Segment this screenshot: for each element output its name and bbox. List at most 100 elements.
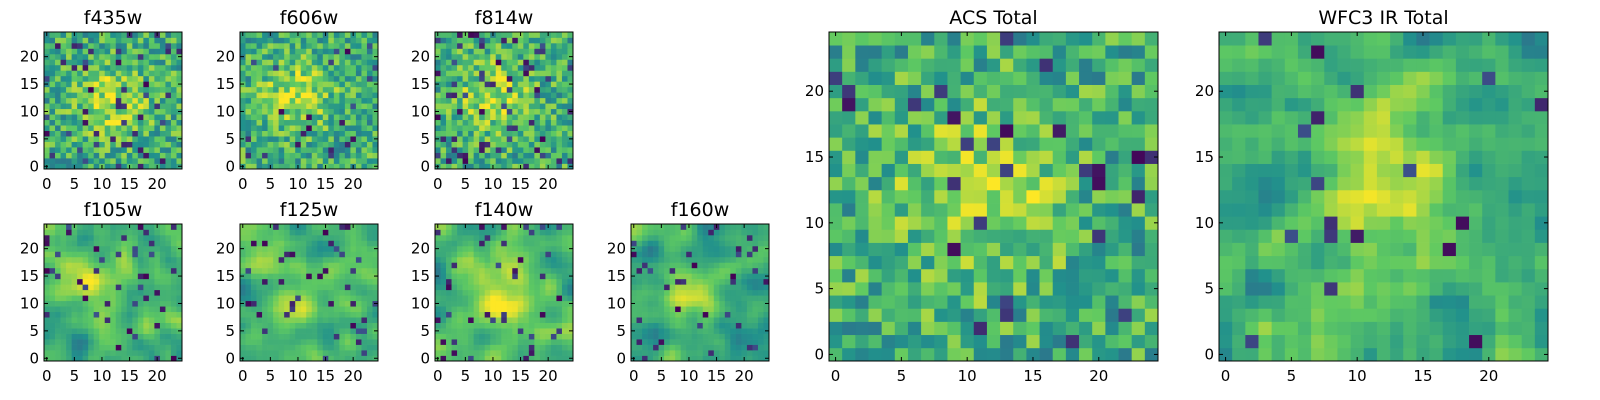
heatmap-cell (126, 229, 133, 236)
heatmap-cell (702, 350, 709, 356)
heatmap-cell (468, 300, 474, 307)
heatmap-cell (344, 339, 351, 345)
heatmap-cell (669, 306, 676, 313)
y-tick-label: 5 (225, 322, 235, 340)
heatmap-cell (82, 81, 89, 88)
heatmap-cells (240, 32, 379, 170)
heatmap-cell (1079, 308, 1093, 322)
heatmap-cell (245, 267, 252, 274)
heatmap-cell (267, 130, 274, 137)
heatmap-cell (561, 224, 568, 230)
heatmap-cell (446, 333, 452, 340)
heatmap-cell (372, 256, 379, 263)
heatmap-cell (741, 322, 748, 329)
heatmap-cell (251, 37, 257, 44)
heatmap-cell (328, 273, 335, 280)
heatmap-cell (435, 256, 441, 263)
heatmap-cell (121, 355, 128, 362)
heatmap-cell (947, 216, 961, 230)
heatmap-cell (262, 311, 268, 318)
heatmap-cell (66, 256, 72, 263)
heatmap-cell (457, 251, 463, 258)
heatmap-cell (462, 234, 469, 241)
heatmap-cell (355, 158, 362, 164)
heatmap-cell (457, 108, 463, 115)
heatmap-cell (636, 306, 643, 313)
heatmap-cell (137, 278, 144, 285)
heatmap-cell (240, 229, 246, 236)
heatmap-cell (132, 37, 139, 44)
heatmap-cell (960, 189, 975, 204)
heatmap-cell (289, 339, 296, 345)
heatmap-cell (719, 339, 726, 345)
heatmap-cell (495, 81, 502, 88)
heatmap-cell (350, 53, 357, 60)
heatmap-cell (240, 317, 246, 323)
heatmap-cell (462, 75, 469, 82)
heatmap-cell (1131, 216, 1146, 230)
heatmap-cell (763, 333, 770, 340)
heatmap-cell (165, 152, 172, 159)
heatmap-cell (93, 130, 100, 137)
heatmap-cell (278, 278, 285, 285)
heatmap-cell (567, 311, 574, 318)
heatmap-cell (501, 339, 508, 345)
heatmap-cell (311, 152, 318, 159)
heatmap-cell (115, 32, 122, 38)
heatmap-cell (148, 53, 155, 60)
heatmap-cell (165, 114, 172, 121)
heatmap-cell (77, 103, 83, 110)
heatmap-cell (479, 306, 486, 313)
heatmap-cell (267, 42, 274, 49)
heatmap-cell (490, 278, 497, 285)
heatmap-cell (686, 262, 693, 269)
y-tick-label: 10 (607, 294, 626, 312)
heatmap-cell (545, 278, 552, 285)
heatmap-cell (273, 300, 279, 307)
heatmap-cell (361, 317, 368, 323)
heatmap-cell (82, 256, 89, 263)
heatmap-cell (165, 147, 172, 153)
heatmap-cell (1039, 347, 1054, 362)
heatmap-cell (154, 48, 161, 55)
heatmap-cell (66, 42, 72, 49)
heatmap-cell (457, 86, 463, 93)
heatmap-cell (686, 229, 693, 236)
heatmap-cell (93, 300, 100, 307)
heatmap-cell (468, 114, 474, 121)
axes-frame (43, 223, 183, 362)
heatmap-cell (256, 86, 263, 93)
heatmap-cell (741, 267, 748, 274)
heatmap-cell (355, 75, 362, 82)
heatmap-cell (561, 81, 568, 88)
heatmap-cell (1013, 242, 1027, 257)
heatmap-cell (154, 152, 161, 159)
heatmap-cell (278, 53, 285, 60)
heatmap-cell (295, 289, 302, 296)
heatmap-cell (333, 152, 340, 159)
heatmap-cell (159, 97, 166, 104)
heatmap-cell (501, 75, 508, 82)
heatmap-cell (567, 158, 574, 164)
heatmap-cell (344, 273, 351, 280)
heatmap-cell (55, 317, 61, 323)
heatmap-cell (440, 97, 447, 104)
heatmap-cell (317, 125, 324, 131)
heatmap-cell (435, 37, 441, 44)
heatmap-cell (60, 53, 67, 60)
heatmap-cell (267, 48, 274, 55)
heatmap-cell (273, 229, 279, 236)
heatmap-cell (55, 42, 61, 49)
heatmap-cell (328, 152, 335, 159)
heatmap-cell (1039, 308, 1054, 322)
heatmap-cell (746, 311, 753, 318)
heatmap-cell (366, 92, 373, 99)
heatmap-cell (561, 344, 568, 351)
heatmap-cell (479, 158, 486, 164)
heatmap-cell (262, 295, 268, 302)
heatmap-cell (523, 32, 530, 38)
heatmap-cell (686, 322, 693, 329)
heatmap-cell (473, 152, 480, 159)
heatmap-cell (350, 64, 357, 71)
heatmap-cell (245, 344, 252, 351)
